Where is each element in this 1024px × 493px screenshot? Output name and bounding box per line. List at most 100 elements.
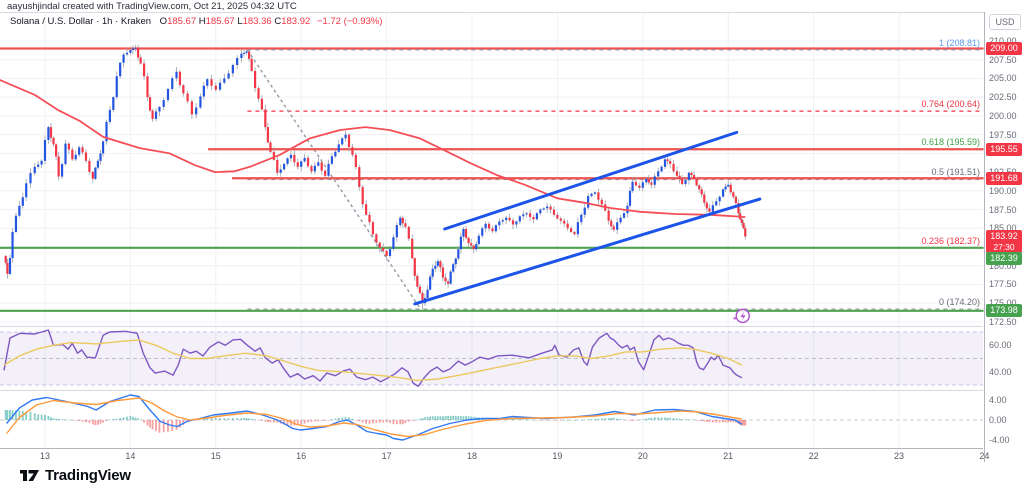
candle-body bbox=[680, 178, 684, 185]
macd-histogram-bar bbox=[245, 418, 248, 420]
candle-body bbox=[426, 289, 429, 299]
macd-histogram-bar bbox=[109, 419, 111, 421]
candle-body bbox=[634, 181, 638, 186]
candle-body bbox=[6, 262, 9, 274]
candle-body bbox=[511, 220, 515, 225]
candle-body bbox=[320, 162, 323, 171]
macd-histogram-bar bbox=[290, 420, 292, 426]
candle-body bbox=[597, 192, 600, 200]
macd-histogram-bar bbox=[676, 418, 678, 420]
macd-histogram-bar bbox=[672, 417, 675, 420]
macd-histogram-bar bbox=[711, 420, 714, 423]
ohlc-key: L bbox=[237, 16, 243, 27]
macd-histogram-bar bbox=[594, 418, 596, 420]
time-tick-label: 24 bbox=[979, 451, 990, 461]
attribution-text: aayushjindal created with TradingView.co… bbox=[7, 1, 297, 12]
candle-body bbox=[202, 85, 205, 97]
macd-histogram-bar bbox=[50, 417, 52, 420]
price-tick-label: 190.00 bbox=[989, 185, 1017, 196]
candle-body bbox=[518, 216, 521, 222]
candle-body bbox=[522, 214, 525, 217]
macd-histogram-bar bbox=[341, 417, 344, 420]
candle-body bbox=[464, 228, 468, 238]
candle-body bbox=[669, 161, 672, 164]
tradingview-logo[interactable]: TradingView bbox=[20, 467, 131, 484]
candle-body bbox=[695, 178, 698, 186]
macd-histogram-bar bbox=[324, 420, 327, 421]
candle-body bbox=[253, 70, 257, 89]
channel-upper-line[interactable] bbox=[443, 130, 739, 231]
macd-histogram-bar bbox=[472, 416, 475, 420]
macd-histogram-bar bbox=[68, 419, 70, 421]
macd-histogram-bar bbox=[94, 420, 97, 426]
legend-separator-1: · bbox=[96, 16, 100, 27]
macd-histogram-bar bbox=[382, 420, 385, 423]
candle-body bbox=[711, 205, 714, 212]
candle-body bbox=[663, 159, 667, 167]
candle-body bbox=[411, 238, 414, 259]
macd-histogram-bar bbox=[61, 419, 63, 420]
macd-histogram-bar bbox=[52, 418, 55, 420]
macd-histogram-bar bbox=[78, 420, 81, 422]
candle-body bbox=[354, 154, 357, 168]
candle-body bbox=[684, 179, 687, 185]
macd-histogram-bar bbox=[266, 420, 269, 423]
macd-signal-line bbox=[6, 397, 743, 438]
price-level-badge: 195.55 bbox=[986, 142, 1022, 156]
macd-histogram-bar bbox=[57, 418, 60, 420]
candle-body bbox=[660, 166, 663, 172]
ohlc-value: 183.36 bbox=[242, 16, 275, 27]
candle-body bbox=[727, 184, 730, 187]
fib-anchor-trendline[interactable] bbox=[246, 49, 421, 309]
macd-histogram-bar bbox=[276, 420, 279, 423]
time-axis[interactable]: 13 14 15 16 17 18 19 20 21 22 23 24 bbox=[0, 449, 989, 463]
macd-histogram-bar bbox=[563, 419, 566, 421]
ohlc-values: O185.67 H185.67 L183.36 C183.92 bbox=[160, 16, 313, 27]
candle-body bbox=[361, 187, 364, 205]
event-flash-icon[interactable] bbox=[732, 308, 750, 324]
macd-histogram-bar bbox=[149, 420, 151, 428]
macd-histogram-bar bbox=[660, 417, 663, 420]
macd-histogram-bar bbox=[240, 418, 243, 420]
candle-body bbox=[276, 159, 279, 173]
macd-histogram-bar bbox=[616, 418, 619, 420]
rsi-line bbox=[3, 329, 743, 387]
moving-average-line bbox=[0, 79, 746, 218]
candle-body bbox=[569, 228, 573, 232]
macd-histogram-bar bbox=[559, 420, 562, 421]
price-axis[interactable]: USD 210.00 207.50 205.00 202.50 200.00 197.50… bbox=[984, 12, 1024, 462]
candle-body bbox=[96, 160, 100, 168]
macd-histogram-bar bbox=[210, 418, 213, 420]
macd-histogram-bar bbox=[158, 420, 161, 433]
price-tick-label: 202.50 bbox=[989, 92, 1017, 103]
candle-body bbox=[481, 228, 484, 236]
candle-body bbox=[678, 175, 681, 179]
macd-histogram-bar bbox=[307, 420, 309, 423]
macd-histogram-bar bbox=[392, 420, 395, 425]
candle-body bbox=[257, 88, 260, 99]
chart-plot-area[interactable] bbox=[0, 12, 984, 462]
channel-lower-line[interactable] bbox=[413, 197, 762, 306]
macd-histogram-bar bbox=[407, 420, 410, 422]
candle-body bbox=[413, 258, 416, 276]
candle-body bbox=[737, 203, 740, 214]
macd-histogram-bar bbox=[344, 417, 347, 420]
macd-histogram-bar bbox=[462, 416, 465, 420]
macd-histogram-bar bbox=[424, 417, 426, 420]
macd-histogram-bar bbox=[389, 420, 391, 423]
candle-body bbox=[576, 222, 579, 235]
macd-histogram-bar bbox=[272, 420, 275, 423]
exchange-label: Kraken bbox=[120, 16, 152, 27]
candle-body bbox=[29, 173, 32, 184]
candle-body bbox=[178, 71, 182, 86]
macd-histogram-bar bbox=[426, 416, 429, 420]
macd-histogram-bar bbox=[11, 410, 14, 420]
candle-body bbox=[368, 214, 371, 223]
countdown-timer: 27:30 bbox=[993, 241, 1015, 252]
macd-histogram-bar bbox=[429, 416, 432, 420]
candle-body bbox=[94, 167, 97, 179]
candle-body bbox=[708, 208, 711, 212]
candle-body bbox=[687, 172, 691, 180]
price-tick-label: 175.00 bbox=[989, 298, 1017, 309]
